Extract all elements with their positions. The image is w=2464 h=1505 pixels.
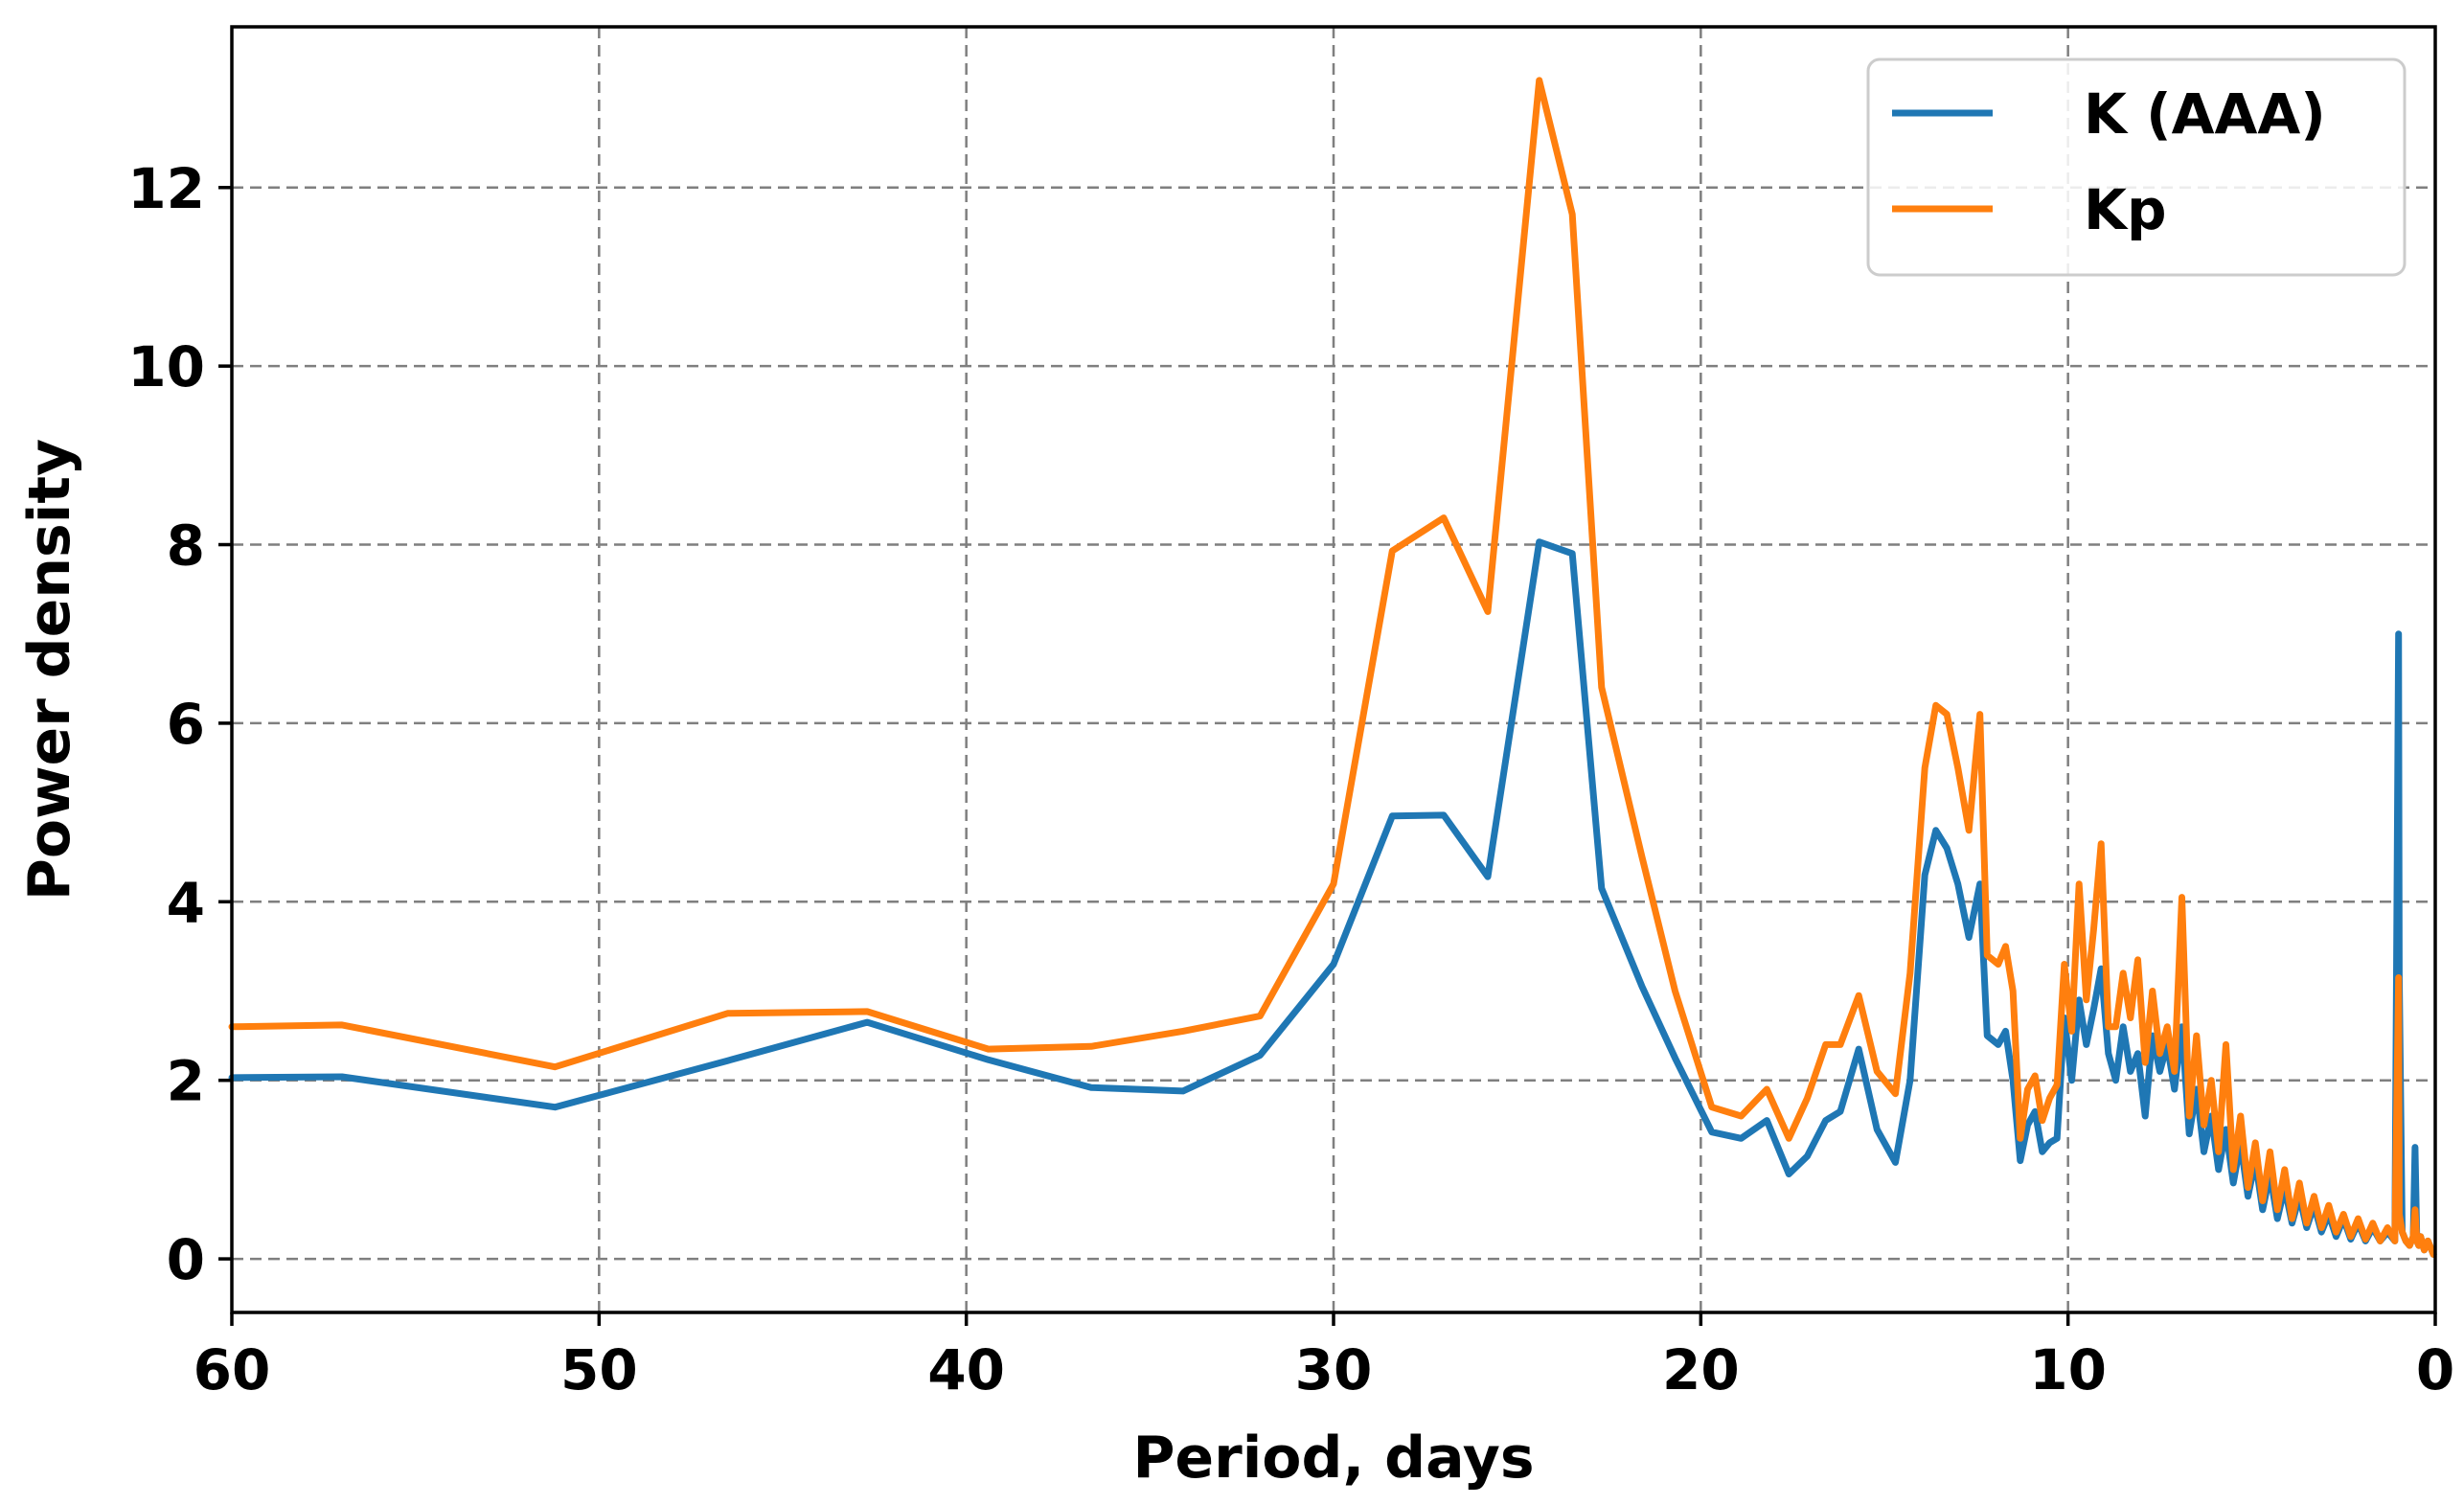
y-tick-label: 8 [167, 513, 205, 579]
y-tick-label: 4 [167, 870, 205, 935]
x-tick-label: 60 [194, 1337, 271, 1402]
x-axis-label: Period, days [1132, 1425, 1534, 1492]
y-tick-label: 6 [167, 692, 205, 757]
y-axis-label: Power density [16, 439, 83, 901]
legend-label-k-aaa: K (AAA) [2084, 81, 2326, 147]
x-tick-label: 20 [1662, 1337, 1740, 1402]
x-tick-label: 10 [2029, 1337, 2107, 1402]
y-tick-label: 0 [167, 1227, 205, 1292]
series-line-kp [228, 77, 2437, 1258]
y-tick-label: 10 [127, 334, 205, 399]
x-tick-label: 30 [1295, 1337, 1373, 1402]
legend: K (AAA) Kp [1866, 57, 2407, 277]
y-tick-label: 12 [127, 156, 205, 221]
x-tick-label: 50 [560, 1337, 638, 1402]
legend-label-kp: Kp [2084, 177, 2166, 242]
legend-box [1866, 57, 2407, 277]
y-tick-label: 2 [167, 1049, 205, 1114]
axis-ticks: 60 50 40 30 20 10 0 0 2 4 6 8 10 12 [127, 156, 2454, 1402]
grid-lines [232, 27, 2435, 1312]
x-tick-label: 0 [2416, 1337, 2454, 1402]
series-lines [228, 77, 2437, 1258]
x-tick-label: 40 [927, 1337, 1005, 1402]
